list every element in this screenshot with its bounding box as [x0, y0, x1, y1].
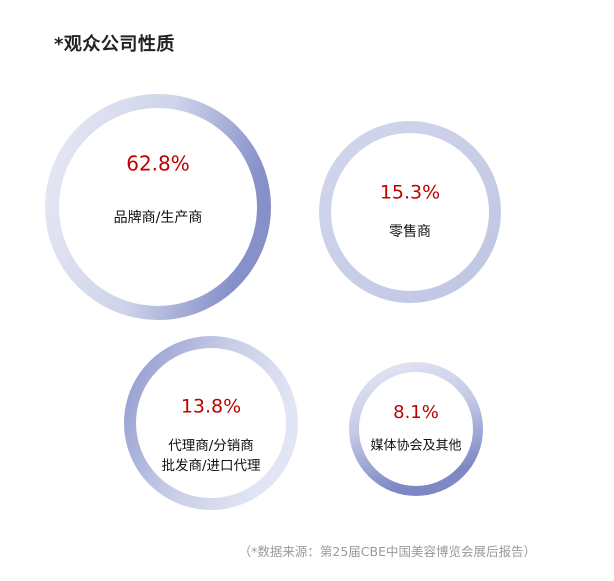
bubble-ring-3 [124, 336, 298, 510]
source-note: （*数据来源：第25届CBE中国美容博览会展后报告） [238, 544, 536, 559]
bubble-ring-2 [319, 121, 501, 303]
bubble-value-3: 13.8% [181, 396, 241, 418]
bubble-label-4-line-1: 媒体协会及其他 [370, 439, 461, 454]
bubble-value-1: 62.8% [126, 152, 190, 176]
bubble-labels: 62.8% 品牌商/生产商 15.3% 零售商 13.8% 代理商/分销商批发商/进口代理… [114, 152, 462, 475]
chart-title: *观众公司性质 [54, 34, 175, 55]
bubble-value-2: 15.3% [380, 182, 440, 204]
bubble-rings [45, 94, 501, 510]
bubble-ring-1 [45, 94, 271, 320]
bubble-label-2-line-1: 零售商 [389, 224, 431, 240]
bubble-label-3-line-1: 代理商/分销商 [168, 438, 254, 454]
bubble-label-1-line-1: 品牌商/生产商 [114, 209, 203, 226]
bubble-value-4: 8.1% [393, 402, 439, 423]
bubble-label-3-line-2: 批发商/进口代理 [161, 458, 261, 474]
bubble-ring-4 [349, 362, 483, 496]
